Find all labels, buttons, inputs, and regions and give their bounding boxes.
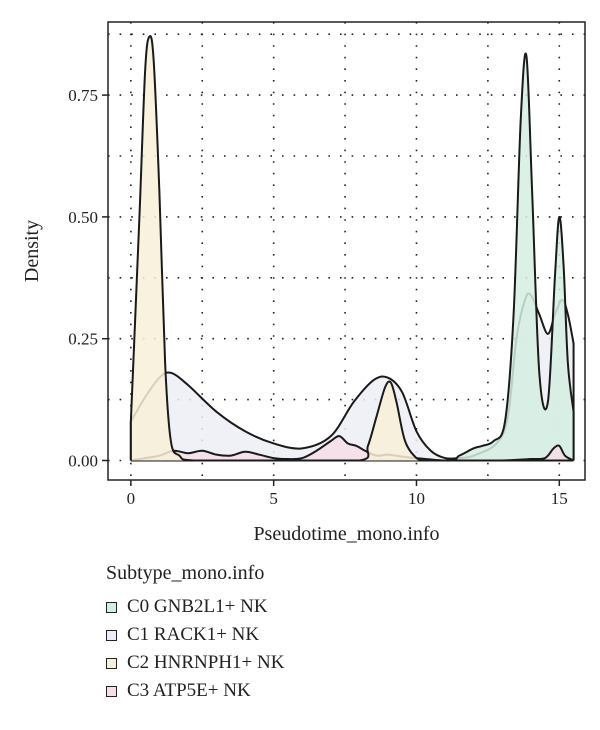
density-series — [129, 35, 575, 462]
density-chart: 0 5 10 15 0.00 0.25 0.50 0.75 Pseudotime_mono.… — [21, 21, 586, 545]
density-area-3 — [130, 436, 574, 461]
legend-item-3: C3 ATP5E+ NK — [106, 677, 284, 705]
legend-label-1: C1 RACK1+ NK — [127, 624, 260, 645]
y-axis: 0.00 0.25 0.50 0.75 — [68, 86, 108, 471]
legend-item-2: C2 HNRNPH1+ NK — [106, 649, 284, 677]
density-line-0 — [130, 52, 575, 462]
y-axis-title: Density — [21, 220, 43, 282]
x-tick-label-3: 15 — [551, 489, 568, 508]
legend-item-0: C0 GNB2L1+ NK — [106, 593, 284, 621]
y-tick-label-1: 0.25 — [68, 330, 98, 349]
legend-swatch-0 — [106, 601, 117, 613]
density-line-3 — [130, 435, 575, 462]
x-tick-label-2: 10 — [408, 489, 425, 508]
density-area-0 — [130, 53, 574, 461]
legend-item-1: C1 RACK1+ NK — [106, 621, 284, 649]
plot-border — [107, 21, 586, 481]
legend-swatch-3 — [106, 685, 117, 697]
legend-label-2: C2 HNRNPH1+ NK — [127, 652, 285, 673]
x-tick-label-0: 0 — [127, 489, 136, 508]
y-tick-label-2: 0.50 — [68, 208, 98, 227]
density-line-1 — [129, 292, 575, 461]
x-tick-label-1: 5 — [269, 489, 278, 508]
plot-frame — [107, 21, 586, 481]
legend-swatch-2 — [106, 657, 117, 669]
legend-title: Subtype_mono.info — [106, 562, 265, 584]
y-tick-label-3: 0.75 — [68, 86, 98, 105]
x-axis-title: Pseudotime_mono.info — [253, 523, 439, 545]
x-axis: 0 5 10 15 — [127, 480, 568, 508]
legend-swatch-1 — [106, 629, 117, 641]
legend-items: C0 GNB2L1+ NK C1 RACK1+ NK C2 HNRNPH1+ NK C… — [106, 593, 284, 705]
legend-label-0: C0 GNB2L1+ NK — [127, 596, 268, 617]
y-tick-label-0: 0.00 — [68, 452, 98, 471]
density-line-2 — [129, 35, 574, 462]
legend: Subtype_mono.info C0 GNB2L1+ NK C1 RACK1+… — [106, 562, 284, 705]
legend-label-3: C3 ATP5E+ NK — [127, 680, 251, 701]
